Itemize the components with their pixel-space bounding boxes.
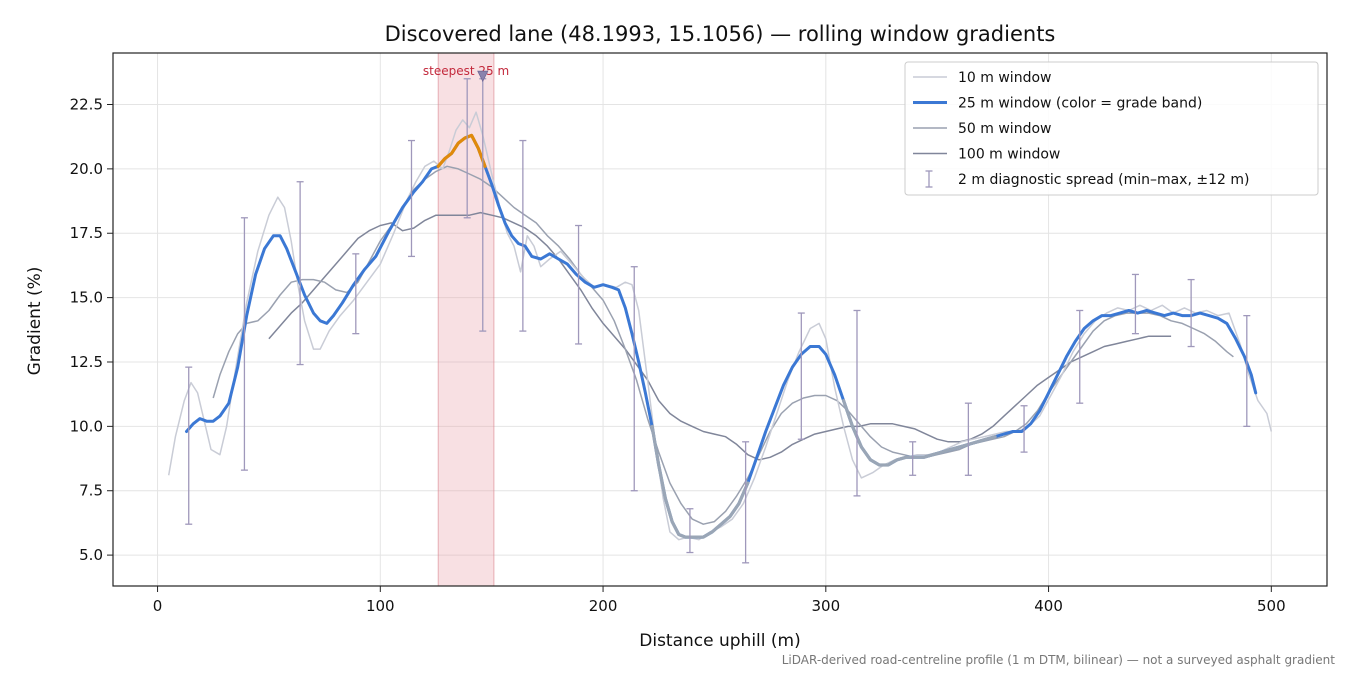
spread-errorbar [1187,278,1195,348]
spread-errorbars [185,78,1251,564]
legend-entry-spread: 2 m diagnostic spread (min–max, ±12 m) [925,170,1249,188]
legend-entry-w50: 50 m window [913,121,1051,137]
steepest-band-label: steepest 25 m [423,64,509,78]
y-tick-label: 17.5 [70,224,103,242]
y-tick-label: 10.0 [70,417,103,435]
spread-errorbar [463,78,471,219]
spread-errorbar [240,217,248,471]
spread-errorbar [1020,405,1028,453]
spread-errorbar [296,181,304,366]
spread-errorbar [964,402,972,476]
y-tick-label: 5.0 [79,546,103,564]
legend: 10 m window 25 m window (color = grade ba… [904,61,1319,196]
peak-marker-layer [477,70,489,83]
spread-errorbar [742,441,750,564]
steepest-band-rect [437,52,495,587]
legend-label-w50: 50 m window [958,121,1051,137]
y-tick-label: 12.5 [70,353,103,371]
y-tick-label: 7.5 [79,482,103,500]
legend-entry-w25: 25 m window (color = grade band) [913,96,1202,112]
series-w25-line [185,133,1258,539]
series-w25-gentle-segment [842,399,997,467]
legend-label-w10: 10 m window [958,70,1051,86]
tick-layer: 0 100 200 300 400 500 5.0 7.5 10.0 12.5 15.0 17.5 20… [70,95,1286,615]
spread-errorbar [352,253,360,335]
y-tick-label: 15.0 [70,289,103,307]
plot-frame [112,52,1328,587]
spread-errorbar [575,224,583,345]
spread-errorbar [853,309,861,497]
series-layer [167,111,1273,541]
spread-errorbar [519,139,527,332]
x-axis-label: Distance uphill (m) [639,631,800,651]
series-w10-line [167,111,1273,541]
x-tick-label: 300 [811,597,840,615]
x-tick-label: 100 [366,597,395,615]
legend-entry-w100: 100 m window [913,147,1060,163]
y-tick-label: 20.0 [70,160,103,178]
spread-errorbar [797,312,805,440]
spread-errorbar [1243,314,1251,428]
y-axis-label: Gradient (%) [25,267,45,376]
y-tick-label: 22.5 [70,95,103,113]
spread-errorbar [686,508,694,554]
chart-title: Discovered lane (48.1993, 15.1056) — rol… [385,22,1056,46]
series-w100-line [268,211,1172,461]
legend-box [904,61,1319,196]
spread-errorbar [185,366,193,525]
spread-errorbar [1131,273,1139,335]
legend-label-w25: 25 m window (color = grade band) [958,96,1202,112]
legend-label-spread: 2 m diagnostic spread (min–max, ±12 m) [958,172,1249,188]
series-w25-steep-segment [436,133,487,168]
series-w25-gentle-segment [650,424,750,539]
steepest-band: steepest 25 m [423,52,509,587]
spread-errorbar [1076,309,1084,404]
spread-errorbar [407,139,415,258]
x-tick-label: 400 [1034,597,1063,615]
x-tick-label: 0 [153,597,163,615]
x-tick-label: 200 [589,597,618,615]
x-tick-label: 500 [1257,597,1286,615]
legend-entry-w10: 10 m window [913,70,1051,86]
steepest-peak-marker [477,70,489,83]
footnote: LiDAR-derived road-centreline profile (1… [782,653,1336,667]
spread-errorbar [909,441,917,476]
spread-errorbar [630,266,638,492]
legend-label-w100: 100 m window [958,147,1060,163]
series-w50-line [212,165,1234,525]
